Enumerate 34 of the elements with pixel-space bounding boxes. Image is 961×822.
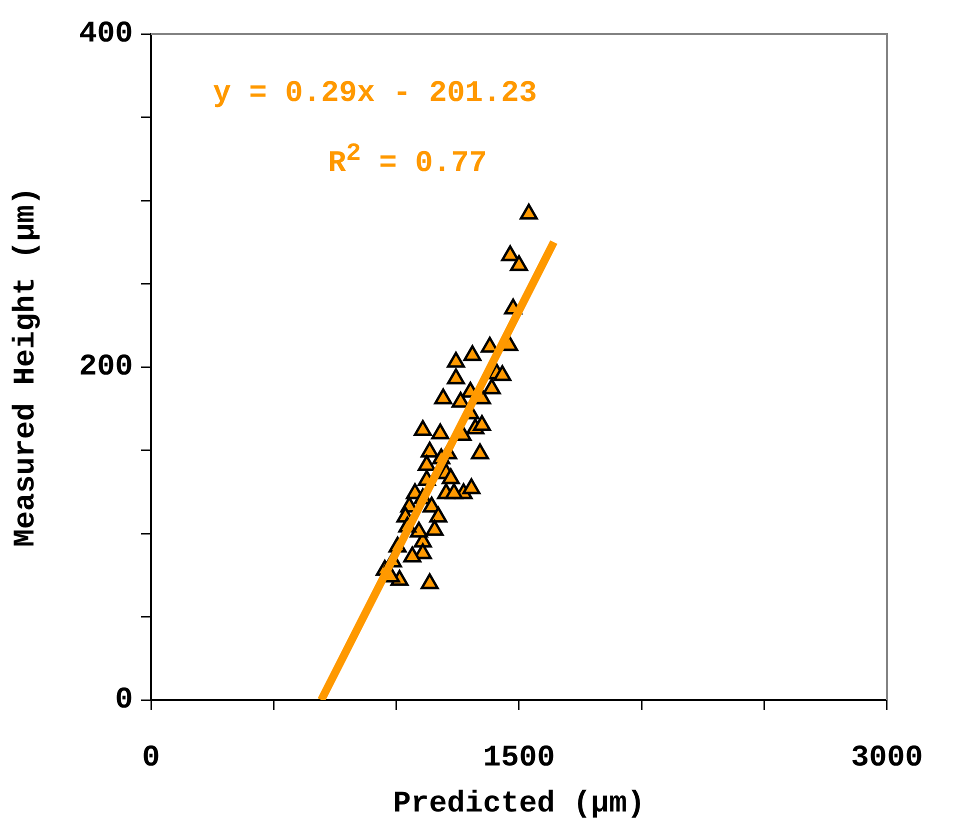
point — [446, 368, 465, 384]
point — [510, 255, 528, 272]
point — [434, 388, 452, 404]
point — [452, 392, 470, 408]
point — [442, 468, 460, 484]
y-axis-title: Measured Height (µm) — [10, 186, 44, 548]
point — [446, 352, 465, 368]
x-tick-label: 3000 — [850, 742, 923, 776]
point — [414, 420, 432, 436]
point — [444, 483, 464, 500]
annotation: R$^{2}$ = 0.77 — [328, 138, 488, 181]
point — [472, 415, 491, 432]
y-tick-label: 200 — [78, 350, 133, 385]
point — [420, 442, 439, 458]
x-tick-label: 0 — [142, 742, 160, 776]
point — [431, 423, 450, 440]
point — [429, 506, 448, 523]
point — [426, 520, 444, 536]
point — [462, 478, 480, 494]
point — [463, 345, 482, 362]
point — [501, 245, 520, 262]
point — [493, 365, 512, 382]
point — [418, 454, 436, 471]
x-axis-title: Predicted (µm) — [392, 788, 646, 822]
point — [470, 443, 490, 460]
y-tick-label: 0 — [114, 684, 133, 718]
x-tick-label: 1500 — [482, 742, 556, 776]
point — [482, 378, 501, 394]
point — [410, 522, 428, 538]
y-tick-label: 400 — [78, 18, 133, 52]
point — [420, 573, 439, 590]
annotation: y = 0.29x - 201.23 — [213, 77, 538, 111]
point — [520, 204, 538, 220]
point — [403, 546, 422, 563]
